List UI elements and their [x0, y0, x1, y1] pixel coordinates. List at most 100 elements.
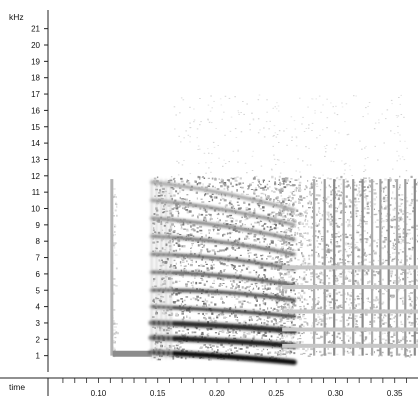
spectrogram-speckle	[179, 196, 181, 200]
spectrogram-speckle	[284, 303, 287, 305]
spectrogram-speckle	[264, 275, 266, 278]
spectrogram-speckle	[273, 283, 276, 285]
spectrogram-speckle	[357, 280, 359, 282]
spectrogram-speckle	[382, 240, 386, 243]
spectrogram-speckle	[389, 326, 393, 329]
spectrogram-speckle	[340, 175, 343, 179]
spectrogram-speckle	[172, 238, 174, 241]
spectrogram-speckle	[279, 240, 281, 242]
spectrogram-speckle	[340, 191, 342, 193]
spectrogram-speckle	[186, 315, 188, 318]
spectrogram-speckle	[406, 272, 409, 275]
spectrogram-speckle	[345, 178, 347, 180]
spectrogram-formant-band	[282, 284, 418, 289]
spectrogram-speckle	[237, 285, 240, 288]
x-tick-label: 0.15	[150, 389, 166, 396]
spectrogram-speckle	[279, 267, 282, 270]
spectrogram-speckle	[299, 235, 303, 237]
spectrogram-speckle	[303, 307, 307, 310]
spectrogram-speckle	[262, 309, 266, 311]
spectrogram-speckle	[152, 299, 155, 302]
spectrogram-speckle	[407, 315, 411, 318]
spectrogram-speckle	[290, 225, 292, 228]
spectrogram-speckle	[348, 303, 350, 306]
spectrogram-speckle	[257, 345, 259, 348]
spectrogram-harmonic	[150, 198, 296, 227]
spectrogram-speckle	[310, 278, 312, 281]
spectrogram-speckle	[267, 287, 270, 290]
spectrogram-speckle	[344, 233, 347, 236]
spectrogram-speckle	[164, 345, 166, 348]
spectrogram-speckle	[317, 321, 320, 324]
spectrogram-speckle	[295, 170, 297, 172]
spectrogram-speckle	[338, 194, 342, 197]
spectrogram-speckle	[260, 266, 264, 269]
spectrogram-speckle	[396, 116, 398, 118]
spectrogram-speckle	[291, 215, 294, 217]
spectrogram-speckle	[208, 201, 211, 203]
spectrogram-speckle	[264, 335, 268, 337]
spectrogram-speckle	[235, 256, 238, 260]
spectrogram-speckle	[376, 296, 378, 299]
spectrogram-speckle	[213, 321, 216, 323]
spectrogram-speckle	[209, 285, 212, 288]
spectrogram-speckle	[163, 310, 165, 312]
spectrogram-speckle	[246, 280, 249, 283]
spectrogram-speckle	[297, 282, 299, 286]
spectrogram-speckle	[409, 304, 413, 307]
spectrogram-speckle	[368, 180, 372, 182]
spectrogram-speckle	[330, 249, 334, 252]
spectrogram-speckle	[230, 182, 232, 185]
spectrogram-speckle	[345, 162, 347, 164]
spectrogram-speckle	[213, 267, 215, 269]
spectrogram-speckle	[232, 150, 235, 152]
spectrogram-speckle	[317, 275, 320, 277]
spectrogram-speckle	[363, 215, 365, 218]
spectrogram-speckle	[280, 321, 283, 323]
spectrogram-speckle	[179, 292, 182, 294]
spectrogram-speckle	[409, 324, 413, 326]
spectrogram-speckle	[216, 250, 220, 253]
spectrogram-speckle	[175, 205, 178, 207]
spectrogram-harmonic	[150, 252, 296, 271]
spectrogram-speckle	[280, 203, 283, 206]
spectrogram-speckle	[166, 309, 169, 312]
spectrogram-speckle	[336, 114, 339, 116]
spectrogram-speckle	[359, 347, 362, 350]
spectrogram-speckle	[400, 210, 403, 213]
spectrogram-speckle	[178, 280, 181, 282]
spectrogram-speckle	[175, 312, 179, 315]
spectrogram-speckle	[245, 206, 249, 210]
spectrogram-speckle	[233, 266, 236, 268]
spectrogram-speckle	[243, 282, 247, 284]
spectrogram-speckle	[407, 276, 409, 279]
spectrogram-speckle	[237, 207, 241, 210]
spectrogram-speckle	[281, 198, 285, 201]
spectrogram-speckle	[257, 288, 260, 290]
spectrogram-speckle	[251, 170, 254, 171]
spectrogram-speckle	[377, 316, 380, 319]
spectrogram-speckle	[163, 249, 166, 251]
spectrogram-speckle	[335, 281, 338, 283]
spectrogram-speckle	[159, 189, 161, 192]
spectrogram-speckle	[307, 355, 311, 357]
spectrogram-speckle	[390, 274, 393, 278]
spectrogram-speckle	[197, 319, 200, 322]
spectrogram-speckle	[330, 193, 333, 196]
spectrogram-speckle	[393, 332, 396, 335]
spectrogram-speckle	[374, 299, 377, 302]
spectrogram-speckle	[189, 127, 191, 129]
spectrogram-speckle	[299, 298, 301, 302]
spectrogram-speckle	[297, 297, 301, 300]
spectrogram-speckle	[268, 351, 272, 354]
spectrogram-speckle	[272, 145, 274, 147]
spectrogram-speckle	[398, 252, 400, 255]
spectrogram-speckle	[397, 115, 400, 117]
spectrogram-speckle	[381, 231, 383, 233]
spectrogram-speckle	[347, 293, 349, 296]
spectrogram-speckle	[260, 165, 263, 167]
spectrogram-speckle	[373, 320, 376, 323]
spectrogram-speckle	[208, 121, 211, 123]
spectrogram-speckle	[221, 329, 224, 332]
spectrogram-speckle	[328, 221, 332, 223]
